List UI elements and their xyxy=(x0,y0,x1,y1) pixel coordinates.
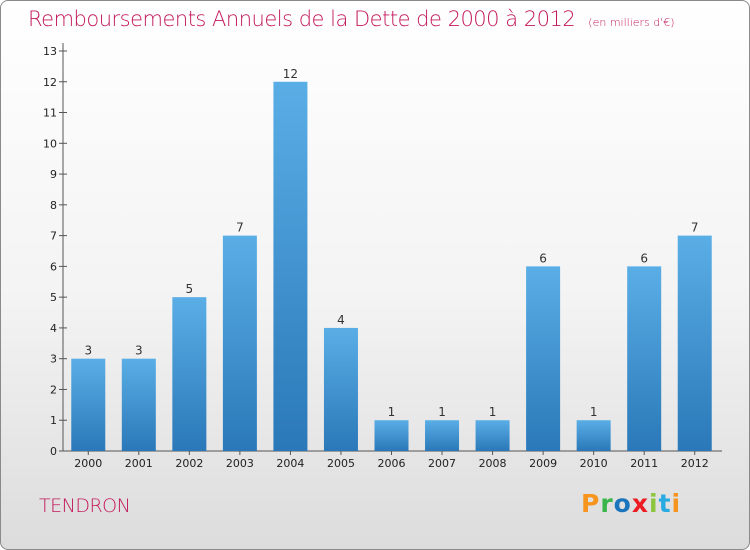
data-label: 1 xyxy=(388,405,396,419)
x-tick-label: 2007 xyxy=(428,457,456,470)
chart-subtitle: (en milliers d'€) xyxy=(588,16,675,29)
y-tick-label: 2 xyxy=(50,383,57,396)
x-tick-label: 2011 xyxy=(630,457,658,470)
logo-letter: o xyxy=(613,489,632,518)
x-tick-label: 2002 xyxy=(175,457,203,470)
y-tick-label: 6 xyxy=(50,260,57,273)
bar xyxy=(323,327,358,451)
bar xyxy=(425,420,460,451)
y-tick-label: 10 xyxy=(43,137,57,150)
x-tick-label: 2003 xyxy=(226,457,254,470)
commune-name: TENDRON xyxy=(39,495,131,517)
data-label: 4 xyxy=(337,313,345,327)
bar xyxy=(222,235,257,451)
data-label: 7 xyxy=(236,221,244,235)
y-tick-label: 8 xyxy=(50,199,57,212)
data-label: 1 xyxy=(489,405,497,419)
x-tick-label: 2005 xyxy=(327,457,355,470)
chart-title: Remboursements Annuels de la Dette de 20… xyxy=(28,7,576,31)
bar xyxy=(273,81,308,452)
logo-letter: x xyxy=(631,489,649,518)
bar xyxy=(677,235,712,451)
x-tick-label: 2004 xyxy=(276,457,304,470)
y-tick-label: 7 xyxy=(50,230,57,243)
bar xyxy=(576,420,611,451)
y-tick-label: 9 xyxy=(50,168,57,181)
logo-letter: r xyxy=(600,489,614,518)
x-tick-label: 2010 xyxy=(580,457,608,470)
bar xyxy=(627,266,662,451)
logo-letter: i xyxy=(649,489,659,518)
x-tick-label: 2012 xyxy=(681,457,709,470)
x-tick-label: 2006 xyxy=(378,457,406,470)
y-tick-label: 3 xyxy=(50,353,57,366)
data-label: 6 xyxy=(539,251,547,265)
x-tick-label: 2001 xyxy=(125,457,153,470)
data-label: 6 xyxy=(640,251,648,265)
chart-data-labels: 2000 3 2001 3 2002 5 2003 7 2004 12 2005 4 2006 1 2007… xyxy=(74,67,708,470)
data-label: 3 xyxy=(84,344,92,358)
data-label: 12 xyxy=(283,67,298,81)
chart-bars xyxy=(71,81,712,452)
bar xyxy=(526,266,561,451)
data-label: 1 xyxy=(590,405,598,419)
bar xyxy=(121,358,156,451)
chart-title-block: Remboursements Annuels de la Dette de 20… xyxy=(28,7,675,31)
data-label: 1 xyxy=(438,405,446,419)
data-label: 7 xyxy=(691,221,699,235)
y-tick-label: 1 xyxy=(50,414,57,427)
y-tick-label: 0 xyxy=(50,445,57,458)
data-label: 3 xyxy=(135,344,143,358)
x-tick-label: 2008 xyxy=(479,457,507,470)
logo-letter: i xyxy=(671,489,682,518)
bar xyxy=(475,420,510,451)
x-tick-label: 2009 xyxy=(529,457,557,470)
data-label: 5 xyxy=(186,282,194,296)
y-tick-label: 11 xyxy=(43,107,57,120)
x-tick-label: 2000 xyxy=(74,457,102,470)
bar xyxy=(71,358,106,451)
logo-letter: P xyxy=(581,489,601,518)
bar xyxy=(172,297,207,451)
bar xyxy=(374,420,409,451)
y-tick-label: 13 xyxy=(43,45,57,58)
logo-letter: t xyxy=(658,489,672,518)
proxiti-logo: Proxiti xyxy=(581,489,681,518)
y-tick-label: 12 xyxy=(43,76,57,89)
y-tick-label: 4 xyxy=(50,322,57,335)
y-tick-label: 5 xyxy=(50,291,57,304)
